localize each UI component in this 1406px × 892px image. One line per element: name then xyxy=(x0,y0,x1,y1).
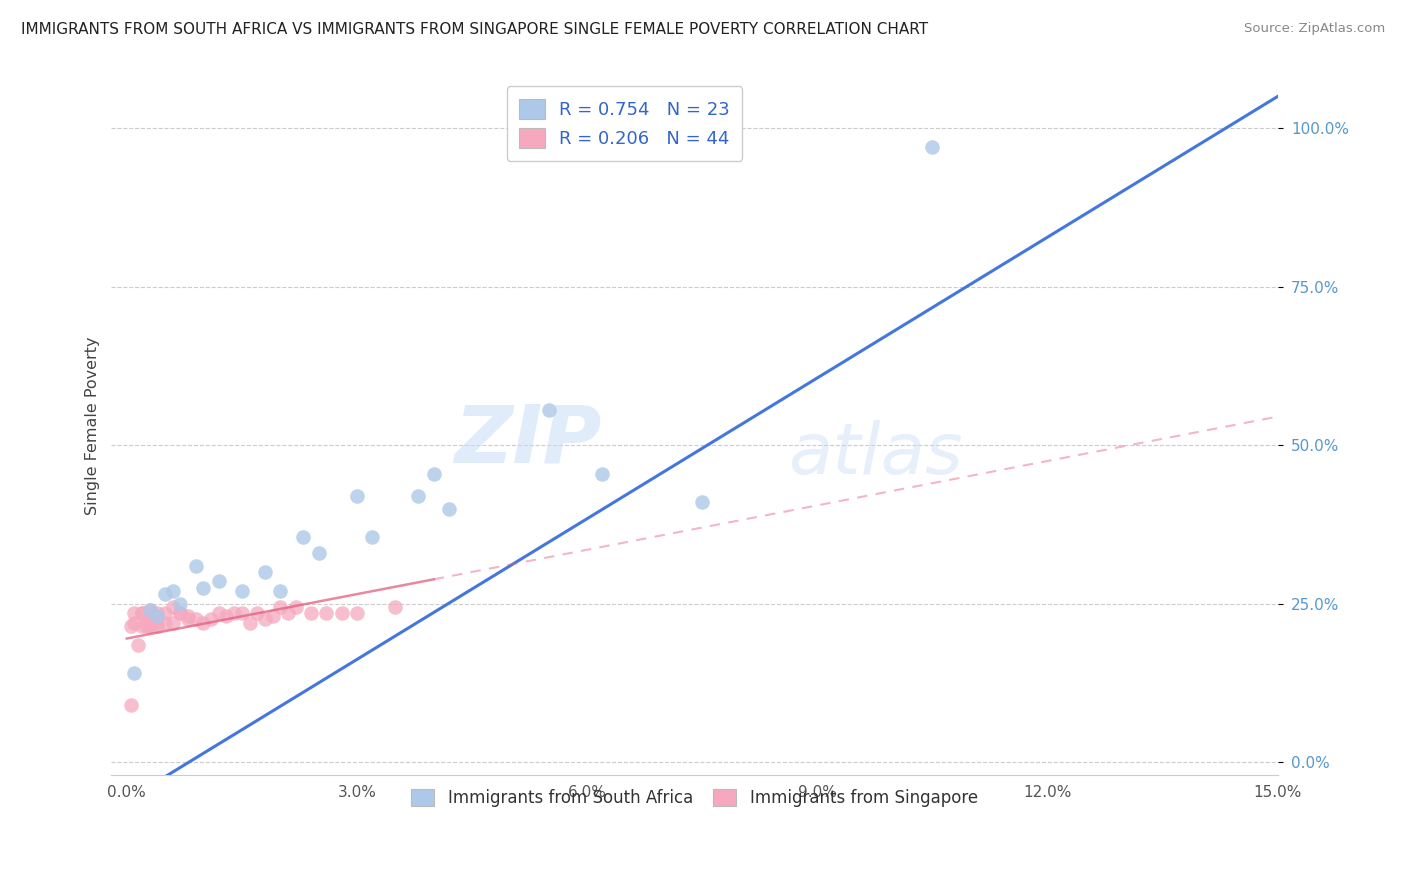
Point xyxy=(308,546,330,560)
Point xyxy=(231,584,253,599)
Point xyxy=(139,619,162,633)
Y-axis label: Single Female Poverty: Single Female Poverty xyxy=(86,337,100,516)
Point xyxy=(193,581,215,595)
Point xyxy=(120,698,142,712)
Point xyxy=(169,606,191,620)
Point xyxy=(346,606,368,620)
Point xyxy=(284,599,307,614)
Text: ZIP: ZIP xyxy=(454,401,602,479)
Point xyxy=(422,467,444,481)
Point xyxy=(177,612,200,626)
Point xyxy=(146,619,169,633)
Point xyxy=(246,606,269,620)
Point xyxy=(153,606,176,620)
Point xyxy=(131,619,153,633)
Point xyxy=(124,615,146,630)
Point xyxy=(690,495,713,509)
Point xyxy=(269,584,291,599)
Point xyxy=(139,603,162,617)
Point xyxy=(215,609,238,624)
Point xyxy=(591,467,613,481)
Point xyxy=(262,609,284,624)
Point xyxy=(177,609,200,624)
Point xyxy=(162,584,184,599)
Point xyxy=(153,587,176,601)
Point xyxy=(315,606,337,620)
Point xyxy=(437,501,460,516)
Point xyxy=(361,530,384,544)
Point xyxy=(131,606,153,620)
Point xyxy=(184,612,207,626)
Point xyxy=(139,612,162,626)
Point xyxy=(921,140,943,154)
Point xyxy=(184,558,207,573)
Text: IMMIGRANTS FROM SOUTH AFRICA VS IMMIGRANTS FROM SINGAPORE SINGLE FEMALE POVERTY : IMMIGRANTS FROM SOUTH AFRICA VS IMMIGRAN… xyxy=(21,22,928,37)
Point xyxy=(238,615,260,630)
Point xyxy=(208,574,231,589)
Point xyxy=(146,615,169,630)
Text: Source: ZipAtlas.com: Source: ZipAtlas.com xyxy=(1244,22,1385,36)
Point xyxy=(139,603,162,617)
Point xyxy=(200,612,222,626)
Point xyxy=(139,619,162,633)
Point xyxy=(146,609,169,624)
Point xyxy=(124,666,146,681)
Point xyxy=(162,615,184,630)
Point xyxy=(146,606,169,620)
Point xyxy=(139,609,162,624)
Point xyxy=(253,565,276,579)
Point xyxy=(169,597,191,611)
Point xyxy=(193,615,215,630)
Point xyxy=(224,606,246,620)
Point xyxy=(384,599,406,614)
Point xyxy=(162,599,184,614)
Legend: Immigrants from South Africa, Immigrants from Singapore: Immigrants from South Africa, Immigrants… xyxy=(404,780,986,815)
Point xyxy=(537,403,560,417)
Point xyxy=(253,612,276,626)
Point xyxy=(231,606,253,620)
Point xyxy=(169,606,191,620)
Point xyxy=(408,489,430,503)
Point xyxy=(124,606,146,620)
Point xyxy=(153,615,176,630)
Point xyxy=(127,638,149,652)
Point xyxy=(292,530,315,544)
Point xyxy=(120,619,142,633)
Point xyxy=(277,606,299,620)
Text: atlas: atlas xyxy=(787,419,963,489)
Point xyxy=(208,606,231,620)
Point xyxy=(330,606,353,620)
Point xyxy=(299,606,322,620)
Point xyxy=(346,489,368,503)
Point xyxy=(131,606,153,620)
Point xyxy=(135,619,157,633)
Point xyxy=(269,599,291,614)
